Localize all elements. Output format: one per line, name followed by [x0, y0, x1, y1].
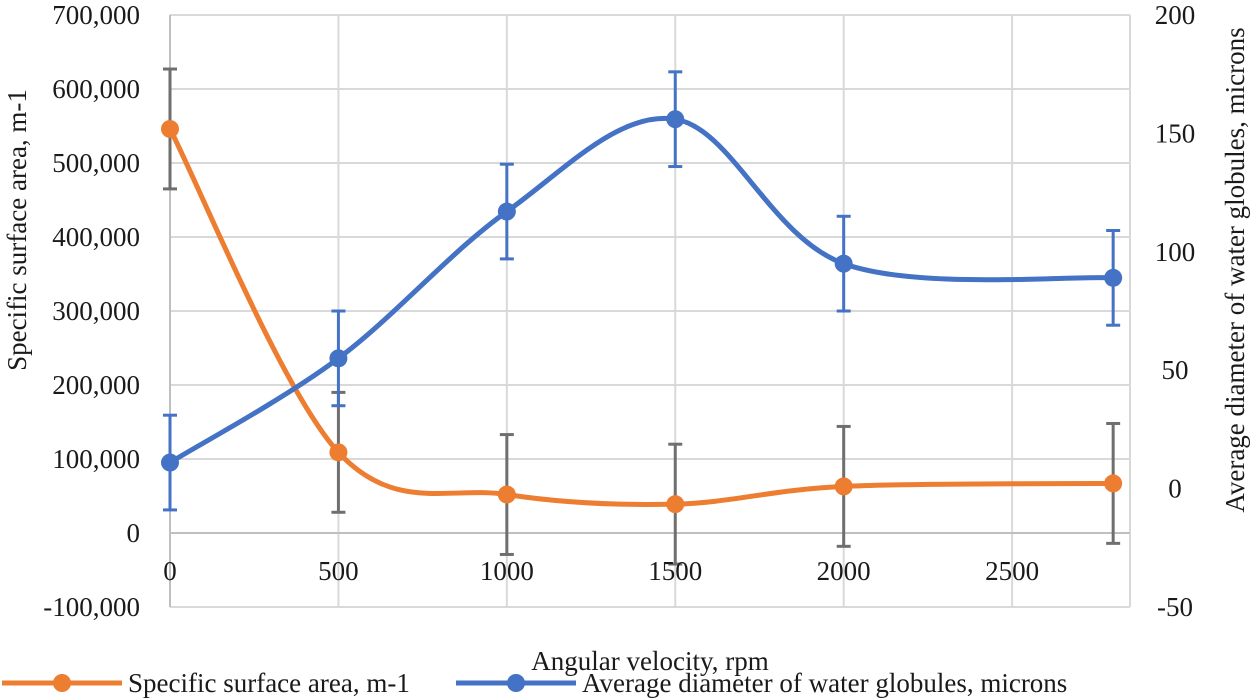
data-point-average-diameter	[666, 110, 685, 129]
data-point-specific-surface-area	[1104, 474, 1123, 493]
data-point-average-diameter	[329, 349, 348, 368]
data-point-specific-surface-area	[834, 477, 853, 496]
x-tick-label: 2000	[817, 556, 871, 586]
data-point-average-diameter	[1104, 268, 1123, 287]
series-lines	[167, 115, 1116, 507]
left-y-tick-label: 100,000	[52, 444, 140, 474]
data-point-specific-surface-area	[666, 495, 685, 514]
left-y-tick-label: 300,000	[52, 296, 140, 326]
legend: Specific surface area, m-1 Average diame…	[2, 668, 1067, 698]
left-y-tick-label: 700,000	[52, 0, 140, 30]
left-y-axis-title: Specific surface area, m-1	[2, 89, 32, 371]
x-tick-label: 1500	[648, 556, 702, 586]
x-axis-title: Angular velocity, rpm	[531, 646, 768, 676]
right-y-tick-label: 0	[1168, 474, 1182, 504]
data-point-specific-surface-area	[329, 443, 348, 462]
left-y-tick-label: 0	[127, 518, 141, 548]
series-line-specific-surface-area	[167, 126, 1116, 507]
data-point-average-diameter	[161, 453, 179, 472]
right-y-axis-title: Average diameter of water globules, micr…	[1220, 27, 1250, 512]
right-y-tick-label: 200	[1155, 0, 1196, 30]
legend-label-specific-surface-area: Specific surface area, m-1	[128, 668, 410, 698]
series-markers	[161, 110, 1123, 514]
right-y-tick-label: 50	[1162, 355, 1189, 385]
data-point-average-diameter	[497, 202, 516, 221]
x-tick-label: 500	[318, 556, 359, 586]
right-y-tick-label: 100	[1155, 237, 1196, 267]
left-y-tick-label: 600,000	[52, 74, 140, 104]
legend-marker-average-diameter	[507, 674, 525, 692]
x-tick-label: 2500	[985, 556, 1039, 586]
right-y-tick-label: 150	[1155, 118, 1196, 148]
x-tick-label: 0	[163, 556, 177, 586]
x-tick-label: 1000	[480, 556, 534, 586]
data-point-specific-surface-area	[161, 119, 179, 138]
left-y-tick-label: -100,000	[43, 592, 140, 622]
tick-labels: -100,0000100,000200,000300,000400,000500…	[43, 0, 1195, 622]
data-point-specific-surface-area	[497, 485, 516, 504]
right-y-tick-label: -50	[1157, 592, 1193, 622]
left-y-tick-label: 400,000	[52, 222, 140, 252]
left-y-tick-label: 500,000	[52, 148, 140, 178]
data-point-average-diameter	[834, 254, 853, 273]
left-y-tick-label: 200,000	[52, 370, 140, 400]
series-line-average-diameter	[167, 115, 1116, 466]
legend-label-average-diameter: Average diameter of water globules, micr…	[582, 668, 1067, 698]
legend-marker-specific-surface-area	[53, 674, 71, 692]
